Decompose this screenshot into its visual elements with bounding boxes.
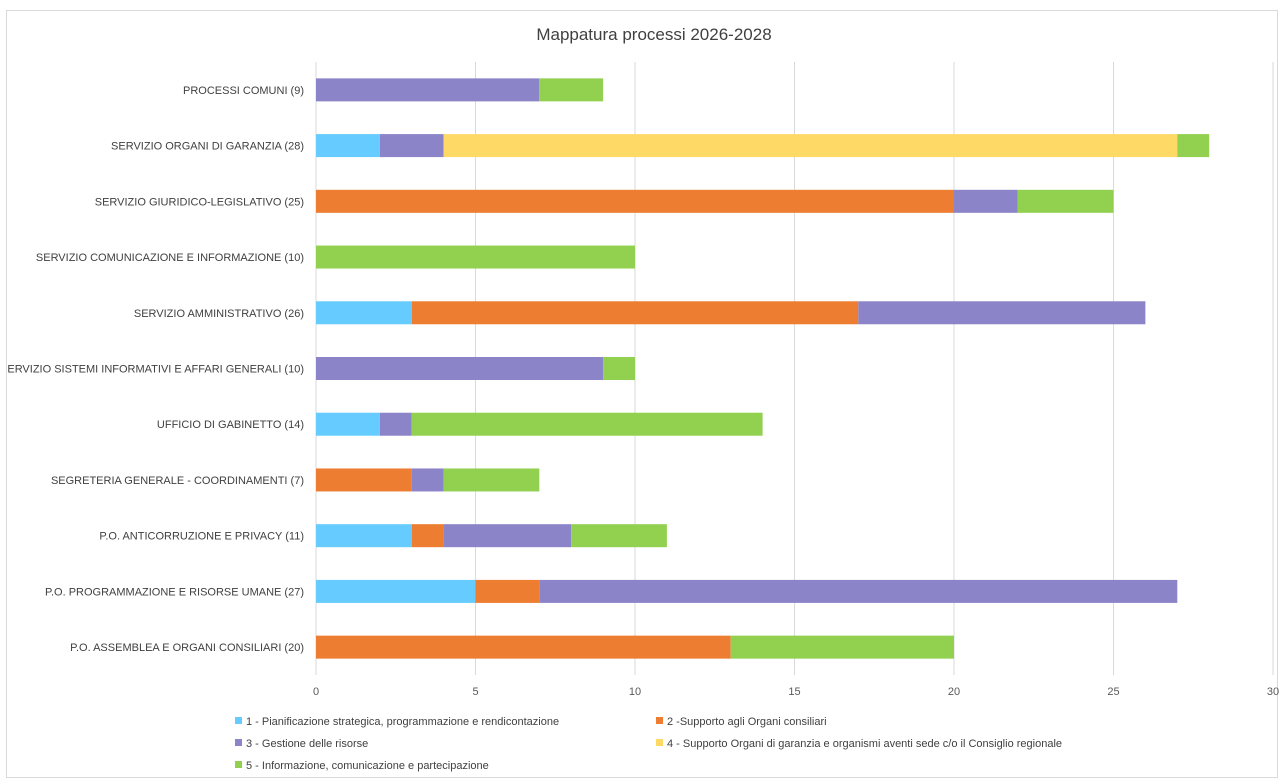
bar-segment-series-3 xyxy=(316,357,604,380)
bar-segment-series-5 xyxy=(730,635,954,659)
category-label: SERVIZIO COMUNICAZIONE E INFORMAZIONE (1… xyxy=(36,252,304,264)
bar-segment-series-5 xyxy=(1017,189,1114,213)
legend-swatch-series-4 xyxy=(656,739,663,746)
category-label: SERVIZIO SISTEMI INFORMATIVI E AFFARI GE… xyxy=(7,364,304,376)
legend-swatch-series-5 xyxy=(235,761,242,768)
chart-svg: Mappatura processi 2026-2028 PROCESSI CO… xyxy=(7,25,1279,772)
x-tick-label: 0 xyxy=(313,686,319,698)
bar-segment-series-5 xyxy=(443,468,540,492)
legend-label-series-5: 5 - Informazione, comunicazione e partec… xyxy=(246,760,489,772)
bar-segment-series-2 xyxy=(411,301,859,325)
x-tick-label: 30 xyxy=(1267,686,1279,698)
bar-segment-series-2 xyxy=(316,189,954,213)
category-label: SERVIZIO GIURIDICO-LEGISLATIVO (25) xyxy=(95,196,304,208)
x-tick-label: 25 xyxy=(1107,686,1119,698)
bar-segment-series-3 xyxy=(316,78,540,102)
bar-segment-series-1 xyxy=(316,524,412,548)
bar-segment-series-5 xyxy=(1177,134,1210,158)
bar-segment-series-3 xyxy=(443,524,572,548)
x-tick-label: 5 xyxy=(472,686,478,698)
bar-segment-series-2 xyxy=(316,468,412,492)
chart-title: Mappatura processi 2026-2028 xyxy=(536,25,771,44)
category-label: P.O. PROGRAMMAZIONE E RISORSE UMANE (27) xyxy=(45,586,304,598)
bar-segment-series-1 xyxy=(316,412,380,436)
bar-segment-series-5 xyxy=(603,357,635,380)
bar-segment-series-1 xyxy=(316,579,476,603)
chart-frame: Mappatura processi 2026-2028 PROCESSI CO… xyxy=(6,10,1279,778)
bar-segment-series-5 xyxy=(571,524,667,548)
bar-segment-series-5 xyxy=(316,245,635,269)
legend-swatch-series-1 xyxy=(235,717,242,724)
category-label: P.O. ANTICORRUZIONE E PRIVACY (11) xyxy=(99,531,304,543)
bar-segment-series-3 xyxy=(954,189,1018,213)
category-label: PROCESSI COMUNI (9) xyxy=(183,85,304,97)
legend-swatch-series-2 xyxy=(656,717,663,724)
bar-segment-series-5 xyxy=(411,412,763,436)
legend-label-series-3: 3 - Gestione delle risorse xyxy=(246,738,368,750)
legend-label-series-4: 4 - Supporto Organi di garanzia e organi… xyxy=(667,738,1062,750)
bar-segment-series-5 xyxy=(539,78,604,102)
bar-segment-series-3 xyxy=(411,468,444,492)
bar-segment-series-1 xyxy=(316,301,412,325)
bar-segment-series-1 xyxy=(316,134,380,158)
bar-segment-series-2 xyxy=(316,635,731,659)
x-tick-label: 15 xyxy=(788,686,800,698)
x-tick-label: 20 xyxy=(948,686,960,698)
x-axis-tick-labels: 0 5 10 15 20 25 30 xyxy=(313,686,1279,698)
category-label: SERVIZIO AMMINISTRATIVO (26) xyxy=(134,308,304,320)
category-label: UFFICIO DI GABINETTO (14) xyxy=(157,419,304,431)
legend-label-series-1: 1 - Pianificazione strategica, programma… xyxy=(246,716,559,728)
category-labels: PROCESSI COMUNI (9) SERVIZIO ORGANI DI GA… xyxy=(7,85,304,654)
category-label: P.O. ASSEMBLEA E ORGANI CONSILIARI (20) xyxy=(70,642,304,654)
bar-segment-series-3 xyxy=(539,579,1178,603)
bar-segment-series-3 xyxy=(858,301,1146,325)
x-tick-label: 10 xyxy=(629,686,641,698)
category-label: SEGRETERIA GENERALE - COORDINAMENTI (7) xyxy=(51,475,304,487)
legend: 1 - Pianificazione strategica, programma… xyxy=(235,716,1062,772)
category-label: SERVIZIO ORGANI DI GARANZIA (28) xyxy=(111,141,304,153)
bar-segment-series-3 xyxy=(379,412,412,436)
bar-segment-series-2 xyxy=(411,524,444,548)
bars xyxy=(316,78,1210,659)
legend-swatch-series-3 xyxy=(235,739,242,746)
bar-segment-series-2 xyxy=(475,579,540,603)
bar-segment-series-3 xyxy=(379,134,444,158)
bar-segment-series-4 xyxy=(443,134,1178,158)
legend-label-series-2: 2 -Supporto agli Organi consiliari xyxy=(667,716,827,728)
